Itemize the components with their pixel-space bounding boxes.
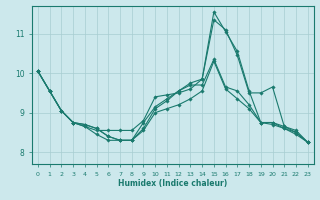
X-axis label: Humidex (Indice chaleur): Humidex (Indice chaleur) [118, 179, 228, 188]
